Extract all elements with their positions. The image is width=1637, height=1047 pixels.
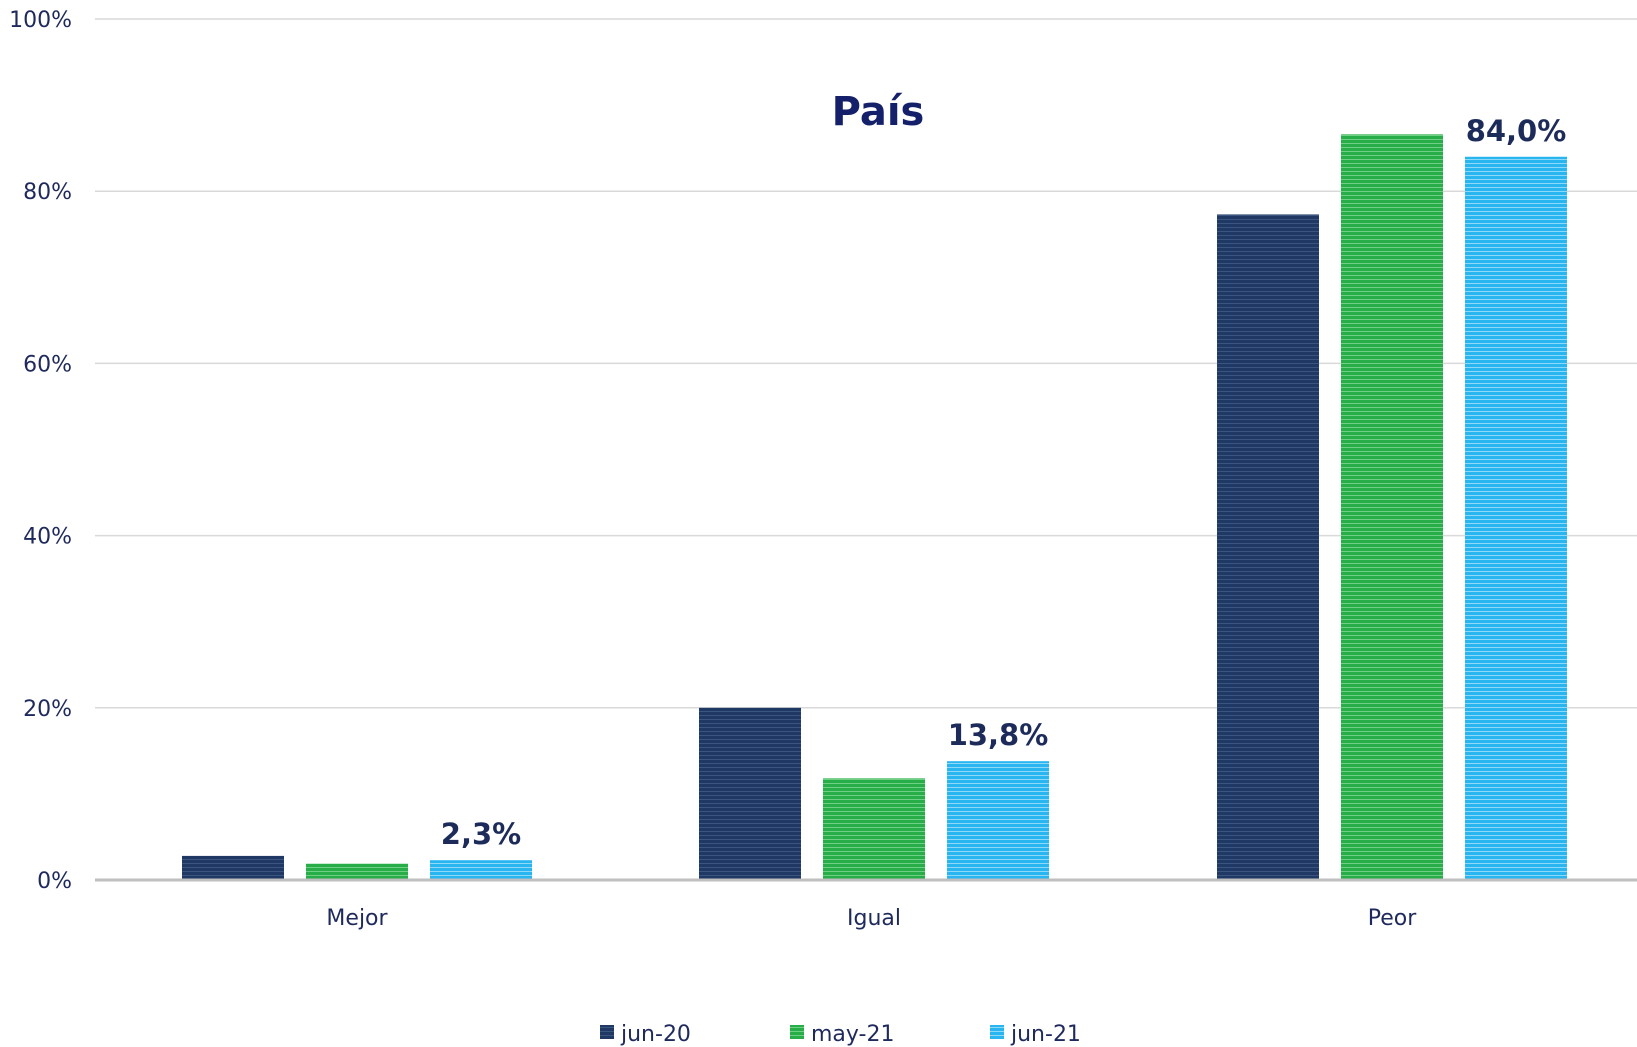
bar-peor-jun-20: [1217, 214, 1319, 879]
bar-mejor-may-21: [306, 863, 408, 879]
y-tick-label: 20%: [23, 697, 72, 722]
y-tick-label: 80%: [23, 180, 72, 205]
legend-label: jun-20: [620, 1022, 691, 1047]
y-tick-label: 60%: [23, 352, 72, 377]
bars: [182, 134, 1567, 879]
legend-swatch: [790, 1025, 804, 1039]
y-tick-label: 100%: [9, 8, 72, 33]
y-tick-label: 0%: [37, 869, 72, 894]
bar-peor-may-21: [1341, 134, 1443, 879]
x-category-label: Mejor: [326, 906, 388, 931]
bar-igual-jun-20: [699, 707, 801, 879]
y-tick-label: 40%: [23, 525, 72, 550]
bar-peor-jun-21: [1465, 156, 1567, 879]
chart-title: País: [832, 89, 925, 135]
x-axis-categories: Mejor Igual Peor: [326, 906, 1417, 931]
data-labels: 2,3% 13,8% 84,0%: [441, 114, 1567, 851]
bar-igual-jun-21: [947, 761, 1049, 879]
legend-swatch: [600, 1025, 614, 1039]
bar-mejor-jun-20: [182, 855, 284, 879]
legend-label: may-21: [811, 1022, 894, 1047]
data-label: 2,3%: [441, 817, 521, 851]
y-axis-ticks: 0% 20% 40% 60% 80% 100%: [9, 8, 72, 894]
x-category-label: Igual: [847, 906, 901, 931]
bar-mejor-jun-21: [430, 860, 532, 879]
bar-igual-may-21: [823, 778, 925, 879]
legend: jun-20 may-21 jun-21: [600, 1022, 1081, 1047]
x-category-label: Peor: [1368, 906, 1417, 931]
data-label: 13,8%: [948, 718, 1049, 752]
legend-swatch: [990, 1025, 1004, 1039]
legend-label: jun-21: [1010, 1022, 1081, 1047]
data-label: 84,0%: [1466, 114, 1567, 148]
